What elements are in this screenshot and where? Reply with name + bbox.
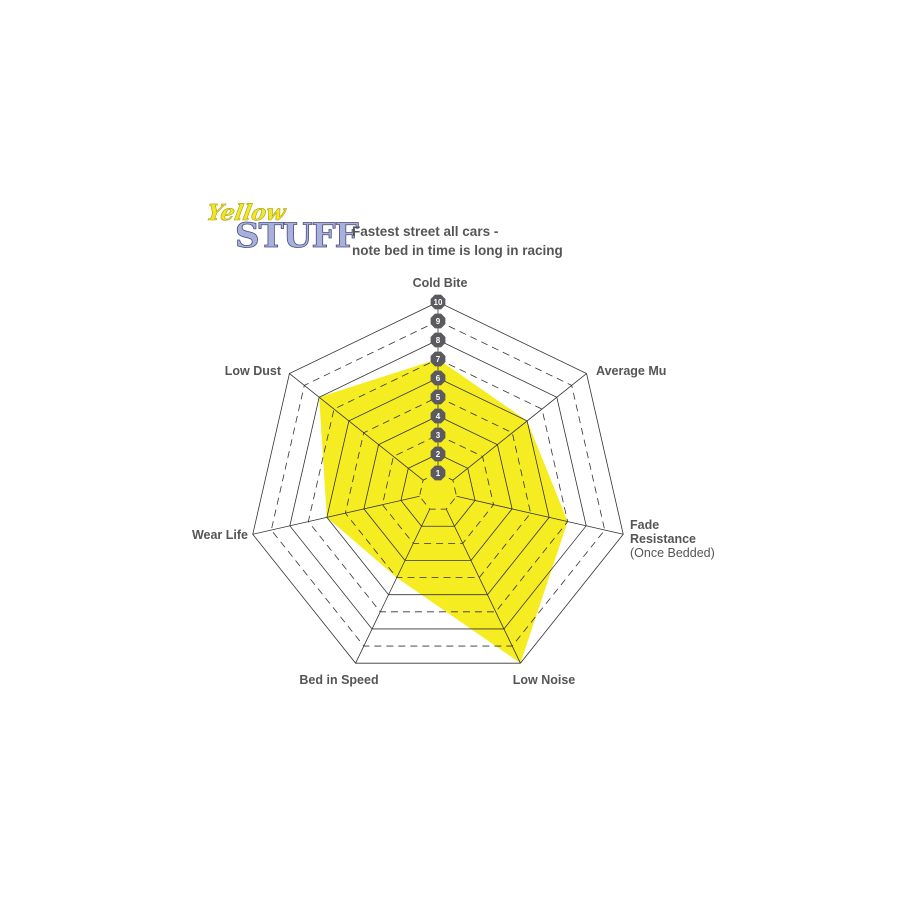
- scale-badge: [430, 408, 446, 424]
- scale-tick-label: 9: [436, 317, 441, 326]
- note-line-1: Fastest street all cars -: [352, 224, 499, 239]
- data-area: [319, 359, 568, 664]
- grid-ring-9: [270, 320, 606, 647]
- scale-tick-label: 4: [436, 412, 441, 421]
- scale-badge: [430, 351, 446, 367]
- axis-label: Average Mu: [596, 364, 666, 378]
- grid-ring-8: [289, 339, 587, 630]
- scale-badge: [430, 313, 446, 329]
- axis-spoke: [452, 373, 587, 481]
- note-line-2: note bed in time is long in racing: [352, 243, 563, 258]
- scale-tick-label: 2: [436, 450, 441, 459]
- scale-badge: [430, 294, 446, 310]
- grid-ring-1: [419, 472, 457, 510]
- grid-ring-3: [381, 434, 495, 544]
- axis-label: Low Dust: [225, 364, 282, 378]
- scale-badge: [430, 370, 446, 386]
- axis-spoke: [355, 508, 431, 664]
- grid-ring-10: [252, 301, 624, 664]
- scale-tick-label: 5: [436, 393, 441, 402]
- yellow-stuff-logo: Yellow STUFF: [203, 200, 359, 270]
- axis-spoke: [252, 495, 420, 535]
- grid-ring-5: [344, 396, 532, 578]
- axis-label: Low Noise: [513, 673, 576, 687]
- scale-tick-label: 1: [436, 469, 441, 478]
- axis-spoke: [456, 495, 624, 535]
- axis-label: Fade: [630, 518, 659, 532]
- scale-tick-label: 3: [436, 431, 441, 440]
- scale-tick-label: 8: [436, 336, 441, 345]
- axis-label: (Once Bedded): [630, 546, 715, 560]
- axis-spoke: [445, 508, 521, 664]
- chart-note: Fastest street all cars - note bed in ti…: [352, 222, 563, 260]
- grid-ring-7: [307, 358, 569, 613]
- scale-tick-label: 6: [436, 374, 441, 383]
- grid-ring-4: [363, 415, 513, 561]
- scale-badge: [430, 332, 446, 348]
- axis-label: Resistance: [630, 532, 696, 546]
- scale-badge: [430, 446, 446, 462]
- scale-badge: [430, 389, 446, 405]
- scale-badge: [430, 427, 446, 443]
- axis-label: Bed in Speed: [299, 673, 378, 687]
- axis-label: Wear Life: [192, 528, 248, 542]
- logo-line2: STUFF: [235, 216, 360, 257]
- scale-tick-label: 10: [434, 298, 443, 307]
- grid-ring-2: [400, 453, 476, 527]
- axis-spoke: [289, 373, 424, 481]
- scale-tick-label: 7: [436, 355, 441, 364]
- scale-badge: [430, 465, 446, 481]
- grid-ring-6: [326, 377, 550, 596]
- axis-label: Cold Bite: [413, 276, 468, 290]
